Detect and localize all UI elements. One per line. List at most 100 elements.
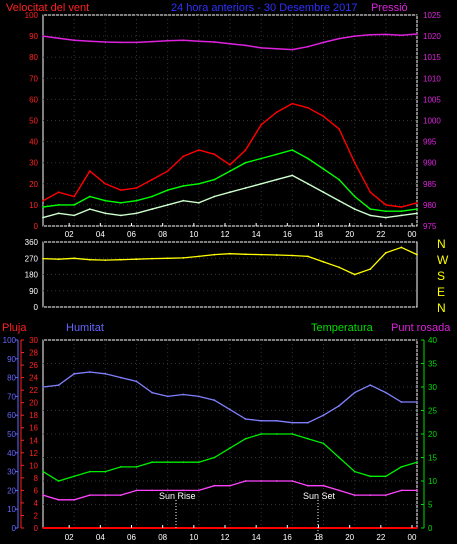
pressure-right-tick-label-5: 1000 bbox=[423, 117, 441, 126]
temp-series-3-point-15 bbox=[275, 527, 278, 529]
wind-x-label-0: 02 bbox=[65, 230, 74, 239]
wind-series-3-point-23 bbox=[400, 214, 403, 217]
temp-series-1-point-9 bbox=[182, 461, 185, 464]
wind-series-0-point-2 bbox=[73, 39, 76, 42]
temp-series-0-point-6 bbox=[135, 380, 138, 383]
wind-series-3-point-24 bbox=[416, 212, 418, 215]
wind-left-tick-label-6: 60 bbox=[29, 95, 38, 104]
wind-left-tick-label-2: 20 bbox=[29, 180, 38, 189]
hum-left-tick-label-2: 20 bbox=[7, 486, 16, 495]
temp-series-1-point-12 bbox=[229, 447, 231, 449]
wind-series-1-point-14 bbox=[260, 123, 263, 126]
dir-series-0-point-0 bbox=[42, 257, 44, 260]
temp-x-label-3: 08 bbox=[158, 533, 167, 542]
wind-series-3-point-7 bbox=[151, 208, 154, 211]
temp-series-3-point-13 bbox=[244, 527, 247, 529]
temp-series-0-point-18 bbox=[322, 414, 325, 417]
temp-series-3-point-1 bbox=[57, 527, 60, 529]
temp-series-1-point-22 bbox=[384, 475, 387, 478]
dir-series-0-point-5 bbox=[120, 258, 122, 261]
wind-series-0-point-20 bbox=[353, 35, 356, 37]
wind-series-0-point-14 bbox=[260, 47, 263, 49]
temp-series-2-point-19 bbox=[338, 489, 340, 492]
temp-series-3-point-10 bbox=[197, 527, 200, 529]
wind-series-3-point-18 bbox=[322, 191, 325, 194]
dir-series-0-point-17 bbox=[307, 255, 309, 258]
wind-series-3-point-20 bbox=[353, 208, 356, 211]
wind-series-1-point-17 bbox=[307, 106, 309, 109]
temp-series-2-point-2 bbox=[73, 498, 76, 501]
wind-series-0-point-15 bbox=[275, 47, 278, 50]
temp-series-3-point-11 bbox=[213, 527, 216, 529]
wind-series-2-point-4 bbox=[104, 199, 107, 202]
temp-series-0-point-12 bbox=[229, 408, 231, 411]
dir-series-0-point-11 bbox=[213, 253, 216, 256]
temp-series-1-point-5 bbox=[120, 466, 122, 468]
wind-series-1-point-11 bbox=[213, 153, 216, 156]
wind-series-1-point-18 bbox=[322, 115, 325, 118]
temp-series-2-point-16 bbox=[291, 480, 294, 482]
rain-left-tick-label-4: 8 bbox=[34, 474, 39, 483]
wind-series-0-point-4 bbox=[104, 41, 107, 43]
temp-series-0-point-17 bbox=[307, 421, 309, 424]
temp-series-0-point-24 bbox=[416, 401, 418, 403]
dir-series-0-point-9 bbox=[182, 257, 185, 259]
wind-series-0-point-11 bbox=[213, 41, 216, 43]
temp-series-0-point-13 bbox=[244, 418, 247, 420]
wind-series-3-point-13 bbox=[244, 187, 247, 189]
wind-series-3-point-11 bbox=[213, 195, 216, 198]
dir-series-0-point-14 bbox=[260, 253, 263, 256]
temp-series-0-point-16 bbox=[291, 421, 294, 424]
panel-temp-humidity-ticks: 0 10 20 30 40 50 60 70 80 90 100 bbox=[3, 336, 19, 533]
temp-series-2-point-1 bbox=[57, 498, 60, 501]
wind-series-0-point-21 bbox=[369, 33, 372, 36]
temp-right-tick-label-0: 0 bbox=[428, 524, 433, 533]
rain-left-tick-label-3: 6 bbox=[34, 486, 39, 495]
dir-series-0-point-19 bbox=[338, 266, 340, 269]
wind-series-2-point-11 bbox=[213, 178, 216, 181]
wind-left-tick-label-10: 100 bbox=[25, 11, 39, 20]
temp-right-tick-label-6: 30 bbox=[428, 383, 437, 392]
panel-wind-x-ticks: 02 04 06 08 10 12 14 16 18 20 22 00 bbox=[65, 223, 417, 239]
temp-series-0-point-4 bbox=[104, 372, 107, 375]
hum-left-tick-label-4: 40 bbox=[7, 449, 16, 458]
temp-series-3-point-0 bbox=[42, 527, 44, 529]
wind-series-2-point-2 bbox=[73, 204, 76, 206]
wind-series-3-point-8 bbox=[166, 204, 169, 206]
wind-series-2-point-18 bbox=[322, 168, 325, 170]
temp-series-3-point-18 bbox=[322, 527, 325, 529]
wind-series-1-point-7 bbox=[151, 178, 154, 181]
temp-series-1-point-8 bbox=[166, 461, 169, 464]
wind-series-1-point-19 bbox=[338, 127, 340, 130]
hum-left-tick-label-5: 50 bbox=[7, 430, 16, 439]
ylabel-humidity: Humitat bbox=[66, 322, 104, 334]
wind-series-1-point-13 bbox=[244, 149, 247, 151]
wind-series-3-point-3 bbox=[88, 208, 91, 211]
temp-series-1-point-13 bbox=[244, 437, 247, 440]
panel-temp-right-ticks: 0 5 10 15 20 25 30 35 40 bbox=[421, 336, 437, 533]
wind-series-3-point-9 bbox=[182, 199, 185, 202]
dir-left-tick-label-4: 360 bbox=[25, 238, 39, 247]
temp-series-2-point-5 bbox=[120, 494, 122, 496]
wind-series-0-point-13 bbox=[244, 44, 247, 47]
temp-right-tick-label-5: 25 bbox=[428, 407, 437, 416]
temp-x-label-2: 06 bbox=[127, 533, 136, 542]
hum-left-tick-label-6: 60 bbox=[7, 411, 16, 420]
temp-series-0-point-20 bbox=[353, 391, 356, 394]
wind-series-2-point-13 bbox=[244, 161, 247, 164]
temp-series-0-point-1 bbox=[57, 384, 60, 386]
pressure-right-tick-label-7: 1010 bbox=[423, 74, 441, 83]
wind-series-2-point-3 bbox=[88, 195, 91, 198]
hum-left-tick-label-10: 100 bbox=[3, 336, 17, 345]
wind-series-1-point-21 bbox=[369, 191, 372, 194]
wind-left-tick-label-0: 0 bbox=[34, 222, 39, 231]
wind-series-2-point-15 bbox=[275, 153, 278, 156]
wind-series-3-point-12 bbox=[229, 191, 231, 194]
pressure-right-tick-label-3: 990 bbox=[423, 159, 437, 168]
dir-series-0-point-24 bbox=[416, 253, 418, 256]
temp-right-tick-label-7: 35 bbox=[428, 360, 437, 369]
wind-series-1-point-12 bbox=[229, 163, 231, 166]
dir-series-0-point-16 bbox=[291, 254, 294, 257]
wind-series-0-point-0 bbox=[42, 35, 44, 37]
